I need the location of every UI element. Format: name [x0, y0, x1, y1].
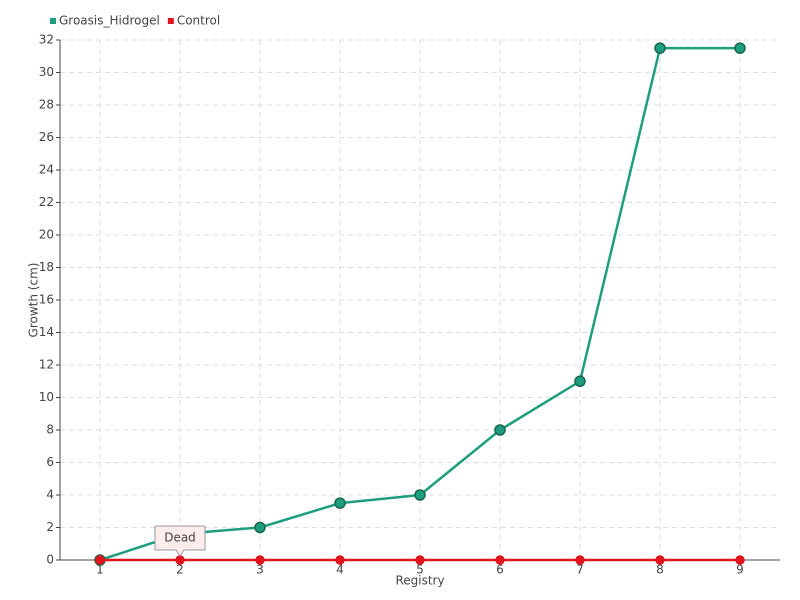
y-tick-label: 26	[39, 130, 54, 144]
y-tick-label: 14	[39, 325, 54, 339]
point	[494, 424, 506, 436]
point	[414, 489, 426, 501]
y-axis-label: Growth (cm)	[27, 263, 41, 338]
legend-label: Groasis_Hidrogel	[59, 14, 160, 28]
y-tick-label: 10	[39, 390, 54, 404]
point	[575, 555, 585, 565]
y-tick-label: 24	[39, 163, 54, 177]
y-tick-label: 32	[39, 33, 54, 47]
annotation-box	[154, 525, 206, 557]
point	[415, 555, 425, 565]
x-tick-label: 8	[656, 563, 664, 577]
point	[495, 555, 505, 565]
point	[175, 555, 185, 565]
point	[574, 375, 586, 387]
y-tick-label: 8	[46, 423, 54, 437]
legend-label: Control	[177, 14, 220, 28]
point	[655, 555, 665, 565]
y-tick-label: 4	[46, 488, 54, 502]
x-tick-label: 6	[496, 563, 504, 577]
y-tick-label: 30	[39, 65, 54, 79]
point	[254, 521, 266, 534]
x-axis-label: Registry	[395, 574, 444, 588]
x-tick-label: 1	[96, 563, 104, 577]
point	[255, 555, 265, 565]
point	[734, 42, 746, 54]
x-tick-label: 2	[176, 563, 184, 577]
point	[334, 497, 346, 509]
legend-swatch	[167, 18, 174, 24]
y-tick-label: 6	[46, 455, 54, 469]
point	[735, 555, 745, 565]
y-tick-label: 20	[39, 228, 54, 242]
annotation-text: Dead	[164, 531, 196, 545]
x-tick-label: 9	[736, 563, 744, 577]
y-tick-label: 2	[46, 520, 54, 534]
point	[335, 555, 345, 565]
x-tick-label: 4	[336, 563, 344, 577]
y-tick-label: 12	[39, 358, 54, 372]
x-tick-label: 7	[576, 563, 584, 577]
x-tick-label: 5	[416, 563, 424, 577]
x-tick-label: 3	[256, 563, 264, 577]
point	[95, 555, 105, 565]
y-tick-label: 0	[46, 553, 54, 567]
y-tick-label: 28	[39, 98, 54, 112]
point	[654, 42, 666, 54]
y-tick-label: 22	[39, 195, 54, 209]
legend-swatch	[50, 18, 56, 24]
annotation: Dead	[154, 525, 206, 557]
y-tick-label: 16	[39, 293, 54, 307]
y-tick-label: 18	[39, 260, 54, 274]
